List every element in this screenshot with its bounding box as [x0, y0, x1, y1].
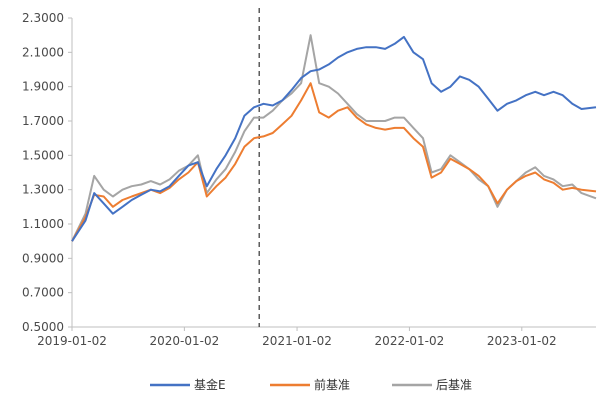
x-tick-label: 2022-01-02 [375, 334, 445, 348]
y-tick-label: 1.7000 [22, 114, 64, 128]
series-line-1 [71, 35, 597, 242]
legend-label: 后基准 [436, 378, 472, 392]
y-tick-label: 0.7000 [22, 286, 64, 300]
y-tick-label: 2.1000 [22, 45, 64, 59]
x-tick-label: 2021-01-02 [262, 334, 332, 348]
x-tick-label: 2023-01-02 [487, 334, 557, 348]
y-tick-label: 1.3000 [22, 183, 64, 197]
x-tick-label: 2020-01-02 [149, 334, 219, 348]
series-line-3 [71, 34, 597, 242]
x-tick-label: 2019-01-02 [37, 334, 107, 348]
y-tick-label: 1.1000 [22, 217, 64, 231]
y-tick-label: 1.9000 [22, 80, 64, 94]
legend-label: 前基准 [314, 377, 350, 392]
legend-label: 基金E [194, 377, 226, 392]
y-tick-label: 2.3000 [22, 11, 64, 25]
y-tick-label: 0.5000 [22, 320, 64, 334]
series-line-2 [71, 82, 597, 242]
y-tick-label: 1.5000 [22, 148, 64, 162]
y-tick-label: 0.9000 [22, 251, 64, 265]
